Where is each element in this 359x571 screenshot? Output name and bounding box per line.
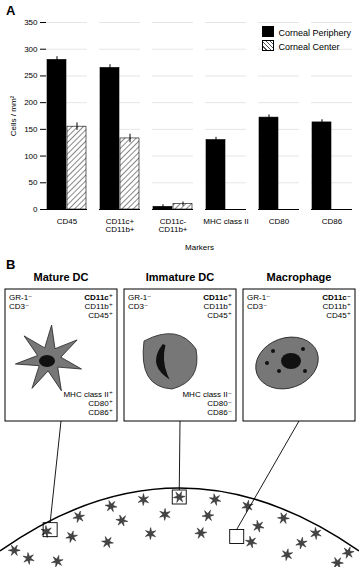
svg-text:CD11c+CD11b+: CD11c+CD11b+	[106, 217, 135, 234]
svg-text:CD80⁻: CD80⁻	[207, 399, 232, 408]
svg-text:CD45⁺: CD45⁺	[207, 311, 232, 320]
svg-text:CD80: CD80	[269, 217, 290, 226]
svg-text:Markers: Markers	[185, 243, 214, 252]
svg-text:MHC class II⁺: MHC class II⁺	[63, 390, 113, 399]
svg-text:Cells / mm²: Cells / mm²	[9, 95, 18, 136]
html-text:Corneal Center: Corneal Center	[278, 42, 340, 52]
svg-text:CD11c⁻: CD11c⁻	[322, 293, 351, 302]
svg-text:CD11c⁺: CD11c⁺	[203, 293, 232, 302]
svg-text:GR-1⁻: GR-1⁻	[9, 293, 32, 302]
svg-text:Mature DC: Mature DC	[33, 271, 88, 283]
svg-text:Immature DC: Immature DC	[146, 271, 215, 283]
svg-text:CD3⁻: CD3⁻	[9, 302, 29, 311]
svg-text:0: 0	[33, 205, 38, 214]
svg-text:100: 100	[24, 152, 38, 161]
svg-text:CD45: CD45	[57, 217, 78, 226]
svg-text:MHC class II⁻: MHC class II⁻	[182, 390, 232, 399]
svg-text:CD45⁺: CD45⁺	[326, 311, 351, 320]
svg-text:350: 350	[24, 18, 38, 27]
svg-text:250: 250	[24, 71, 38, 80]
svg-text:CD11c⁺: CD11c⁺	[84, 293, 113, 302]
svg-text:200: 200	[24, 98, 38, 107]
html-text:A: A	[6, 3, 16, 18]
svg-text:GR-1⁻: GR-1⁻	[128, 293, 151, 302]
svg-text:MHC class II: MHC class II	[203, 217, 248, 226]
svg-text:300: 300	[24, 45, 38, 54]
svg-text:CD86⁻: CD86⁻	[207, 408, 232, 417]
svg-text:CD11b⁺: CD11b⁺	[322, 302, 351, 311]
svg-text:50: 50	[29, 178, 38, 187]
html-text:Corneal Periphery: Corneal Periphery	[278, 28, 351, 38]
svg-text:CD86⁺: CD86⁺	[88, 408, 113, 417]
svg-text:CD11c-CD11b+: CD11c-CD11b+	[159, 217, 188, 234]
svg-text:150: 150	[24, 125, 38, 134]
svg-text:CD80⁺: CD80⁺	[88, 399, 113, 408]
svg-text:CD3⁻: CD3⁻	[128, 302, 148, 311]
svg-text:Macrophage: Macrophage	[267, 271, 332, 283]
svg-text:CD11b⁺: CD11b⁺	[203, 302, 232, 311]
svg-text:CD86: CD86	[322, 217, 343, 226]
svg-text:GR-1⁻: GR-1⁻	[247, 293, 270, 302]
svg-text:CD11b⁺: CD11b⁺	[84, 302, 113, 311]
svg-text:CD45⁺: CD45⁺	[88, 311, 113, 320]
svg-text:CD3⁻: CD3⁻	[247, 302, 267, 311]
svg-text:B: B	[6, 257, 15, 272]
